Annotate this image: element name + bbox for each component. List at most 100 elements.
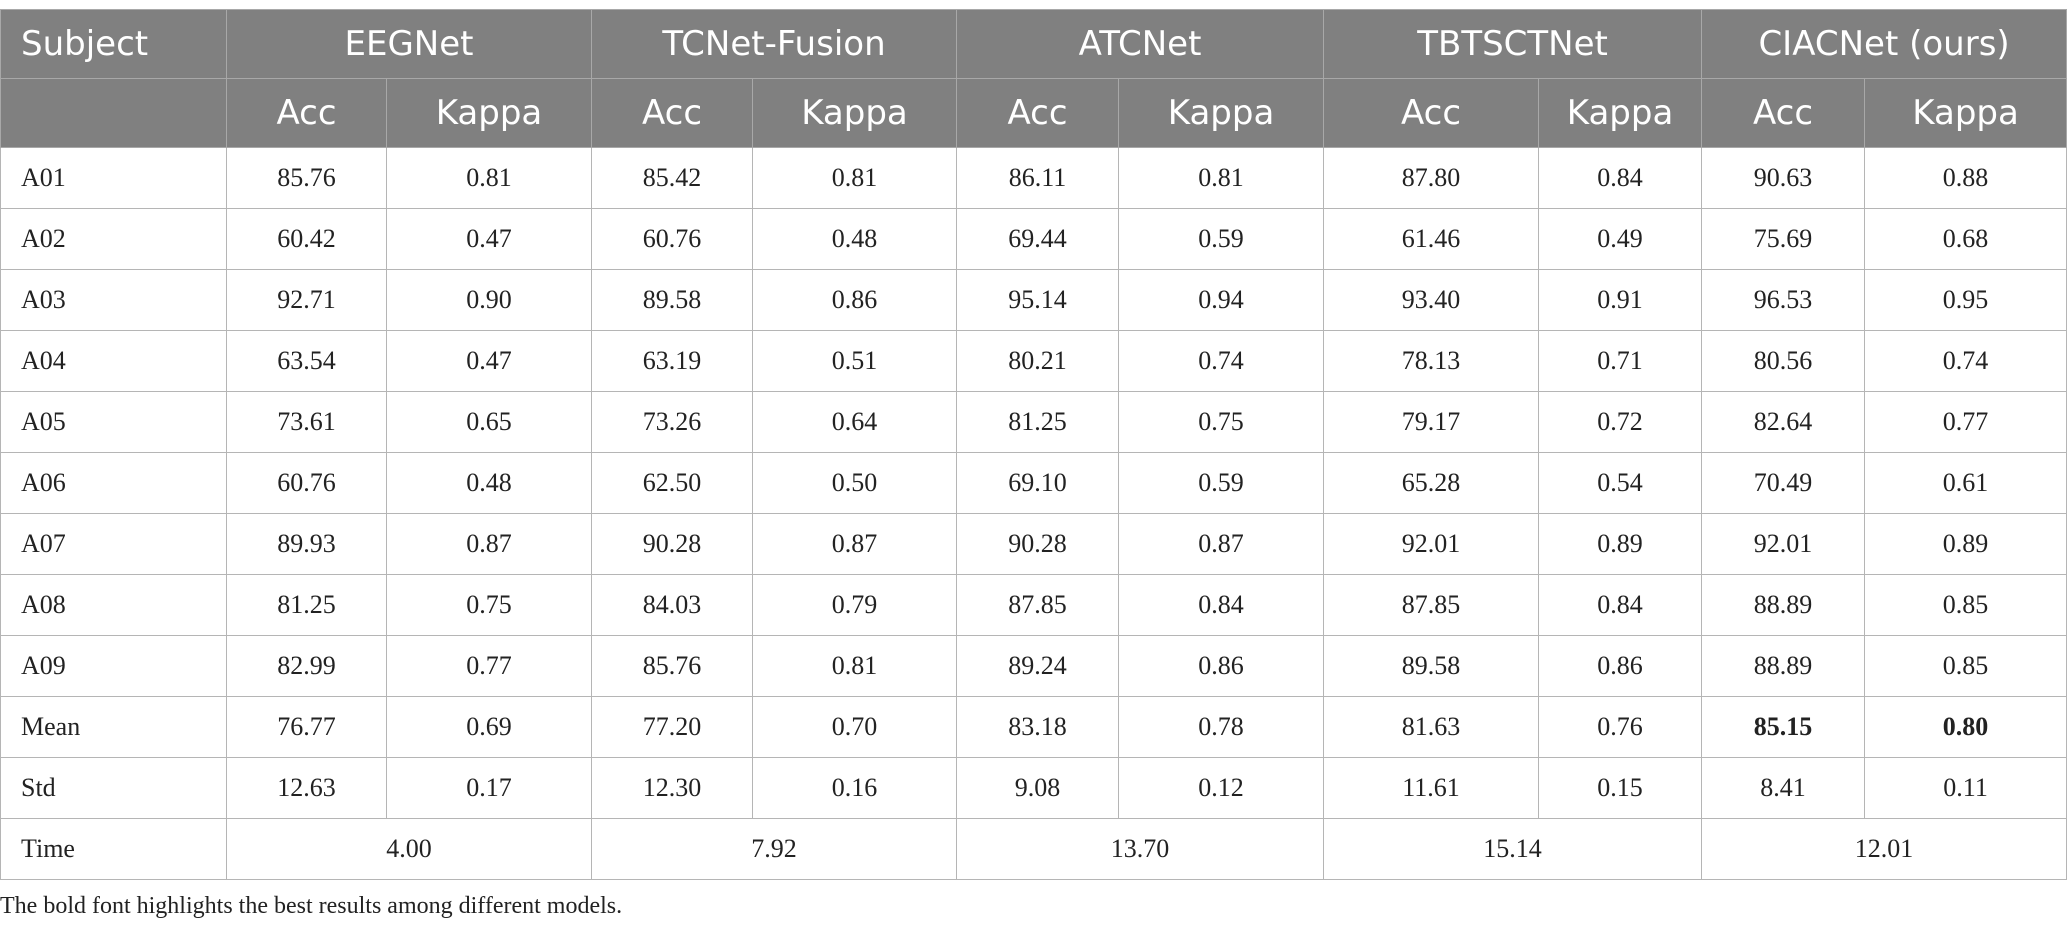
value-cell: 0.51 (751, 330, 958, 392)
row-label: A05 (0, 391, 227, 453)
value-cell: 62.50 (591, 452, 753, 514)
value-cell: 0.11 (1864, 757, 2068, 819)
value-cell: 0.87 (751, 513, 958, 575)
table-body: A01 85.76 0.81 85.42 0.81 86.11 0.81 87.80 0.84 9… (0, 147, 2068, 880)
results-table: Subject EEGNet TCNet-Fusion ATCNet TBTSCTNet… (0, 9, 2068, 880)
value-cell: 0.70 (751, 696, 958, 758)
value-cell: 0.86 (1538, 635, 1703, 697)
value-cell: 0.64 (751, 391, 958, 453)
value-cell: 0.91 (1538, 269, 1703, 331)
value-cell: 0.75 (1118, 391, 1325, 453)
header-cell: Subject (0, 9, 227, 79)
metric-header: Kappa (386, 78, 592, 148)
value-cell: 0.12 (1118, 757, 1325, 819)
value-cell: 83.18 (956, 696, 1120, 758)
value-cell: 0.85 (1864, 635, 2068, 697)
value-cell: 0.87 (1118, 513, 1325, 575)
value-cell: 0.81 (751, 147, 958, 209)
value-cell: 75.69 (1701, 208, 1866, 270)
model-header: CIACNet (ours) (1701, 9, 2068, 79)
value-cell: 87.80 (1323, 147, 1540, 209)
row-label: A07 (0, 513, 227, 575)
value-cell: 0.48 (751, 208, 958, 270)
value-cell: 95.14 (956, 269, 1120, 331)
value-cell: 0.15 (1538, 757, 1703, 819)
value-cell: 13.70 (956, 818, 1325, 880)
value-cell: 0.68 (1864, 208, 2068, 270)
value-cell: 92.71 (226, 269, 387, 331)
value-cell: 73.61 (226, 391, 387, 453)
value-cell: 0.48 (386, 452, 592, 514)
value-cell: 0.81 (751, 635, 958, 697)
value-cell: 0.80 (1864, 696, 2068, 758)
data-row: Std 12.63 0.17 12.30 0.16 9.08 0.12 11.61 0.15 8.… (0, 757, 2068, 819)
value-cell: 90.28 (956, 513, 1120, 575)
value-cell: 15.14 (1323, 818, 1703, 880)
value-cell: 0.49 (1538, 208, 1703, 270)
value-cell: 81.25 (956, 391, 1120, 453)
value-cell: 69.44 (956, 208, 1120, 270)
metric-header: Acc (1323, 78, 1540, 148)
value-cell: 85.76 (226, 147, 387, 209)
value-cell: 96.53 (1701, 269, 1866, 331)
value-cell: 0.47 (386, 330, 592, 392)
value-cell: 0.75 (386, 574, 592, 636)
value-cell: 8.41 (1701, 757, 1866, 819)
value-cell: 0.59 (1118, 208, 1325, 270)
model-header: TCNet-Fusion (590, 9, 958, 79)
value-cell: 0.76 (1538, 696, 1703, 758)
value-cell: 0.90 (386, 269, 592, 331)
data-row: A08 81.25 0.75 84.03 0.79 87.85 0.84 87.85 0.84 8… (0, 574, 2068, 636)
value-cell: 0.47 (386, 208, 592, 270)
data-row: A02 60.42 0.47 60.76 0.48 69.44 0.59 61.46 0.49 7… (0, 208, 2068, 270)
value-cell: 86.11 (956, 147, 1120, 209)
value-cell: 63.19 (591, 330, 753, 392)
metric-header: Acc (226, 78, 387, 148)
value-cell: 0.88 (1864, 147, 2068, 209)
value-cell: 65.28 (1323, 452, 1540, 514)
data-row: Mean 76.77 0.69 77.20 0.70 83.18 0.78 81.63 0.76… (0, 696, 2068, 758)
value-cell: 73.26 (591, 391, 753, 453)
metric-header: Acc (1701, 78, 1866, 148)
value-cell: 88.89 (1701, 574, 1866, 636)
data-row: A03 92.71 0.90 89.58 0.86 95.14 0.94 93.40 0.91 9… (0, 269, 2068, 331)
value-cell: 0.77 (1864, 391, 2068, 453)
data-row: A05 73.61 0.65 73.26 0.64 81.25 0.75 79.17 0.72 8… (0, 391, 2068, 453)
value-cell: 0.94 (1118, 269, 1325, 331)
value-cell: 0.54 (1538, 452, 1703, 514)
value-cell: 92.01 (1323, 513, 1540, 575)
metric-header: Kappa (751, 78, 958, 148)
model-header: ATCNet (956, 9, 1325, 79)
value-cell: 7.92 (590, 818, 958, 880)
row-label: Std (0, 757, 227, 819)
value-cell: 0.95 (1864, 269, 2068, 331)
value-cell: 0.79 (751, 574, 958, 636)
value-cell: 77.20 (591, 696, 753, 758)
metric-header: Kappa (1538, 78, 1703, 148)
row-label: Mean (0, 696, 227, 758)
value-cell: 61.46 (1323, 208, 1540, 270)
value-cell: 81.63 (1323, 696, 1540, 758)
data-row: A01 85.76 0.81 85.42 0.81 86.11 0.81 87.80 0.84 9… (0, 147, 2068, 209)
value-cell: 85.15 (1701, 696, 1866, 758)
value-cell: 0.59 (1118, 452, 1325, 514)
model-header: TBTSCTNet (1323, 9, 1703, 79)
value-cell: 0.84 (1538, 147, 1703, 209)
table-head: Subject EEGNet TCNet-Fusion ATCNet TBTSCTNet… (0, 9, 2068, 148)
value-cell: 12.30 (591, 757, 753, 819)
value-cell: 9.08 (956, 757, 1120, 819)
value-cell: 0.16 (751, 757, 958, 819)
value-cell: 63.54 (226, 330, 387, 392)
value-cell: 93.40 (1323, 269, 1540, 331)
value-cell: 0.72 (1538, 391, 1703, 453)
value-cell: 80.56 (1701, 330, 1866, 392)
value-cell: 76.77 (226, 696, 387, 758)
row-label: A06 (0, 452, 227, 514)
value-cell: 90.28 (591, 513, 753, 575)
metric-header: Acc (591, 78, 753, 148)
header-row: Subject EEGNet TCNet-Fusion ATCNet TBTSCTNet… (0, 9, 2068, 79)
value-cell: 0.84 (1118, 574, 1325, 636)
subheader-row: Acc Kappa Acc Kappa Acc Kappa Acc Kappa Acc Kappa (0, 78, 2068, 148)
value-cell: 0.50 (751, 452, 958, 514)
value-cell: 69.10 (956, 452, 1120, 514)
